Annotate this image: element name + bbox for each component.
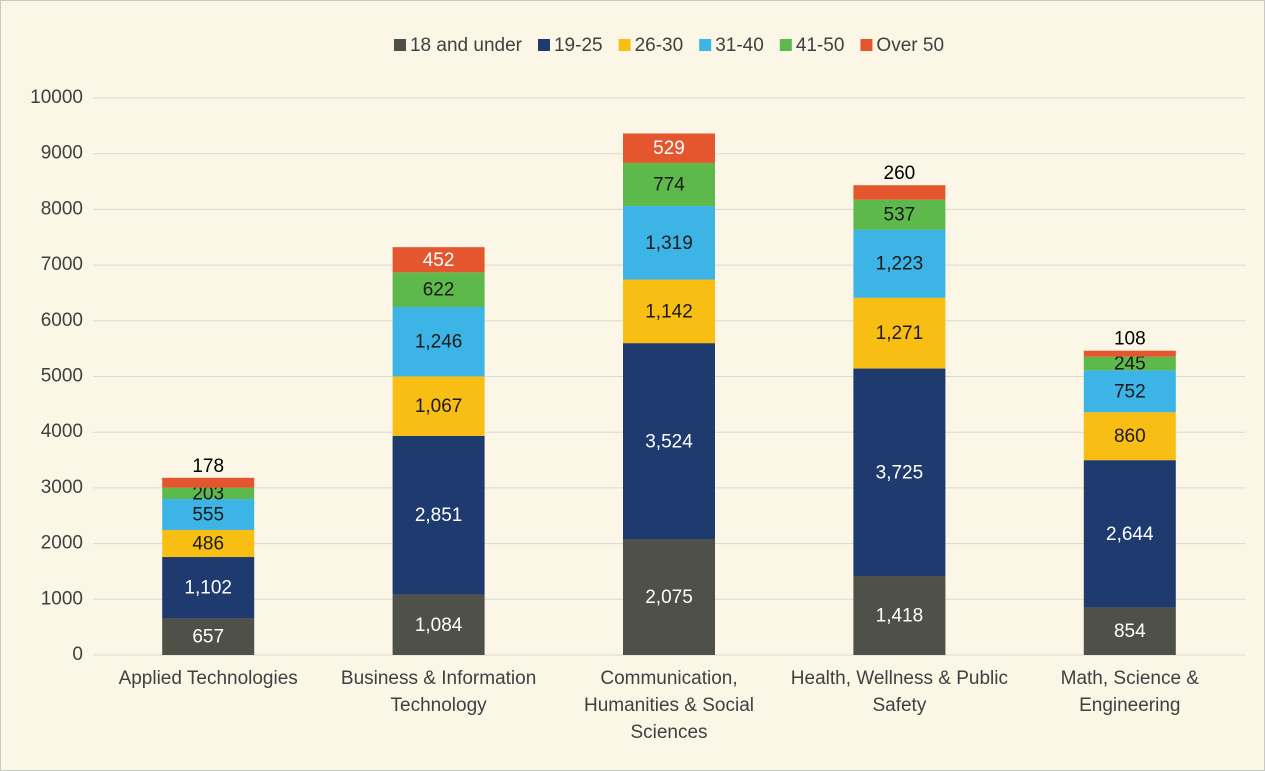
legend-label: 31-40 [715,35,764,56]
legend-swatch [699,39,712,51]
data-label: 108 [1114,329,1146,350]
data-label: 1,067 [415,396,463,417]
bar-segment [392,272,485,307]
bar-segment [853,297,946,369]
y-tick-label: 2000 [41,533,83,554]
legend-swatch [537,39,550,51]
data-label: 2,644 [1106,524,1154,545]
data-label: 1,142 [645,301,693,322]
data-label: 1,102 [184,578,232,599]
y-tick-label: 1000 [41,588,83,609]
legend-label: 41-50 [796,35,845,56]
data-label: 452 [423,250,455,271]
bar-segment [623,343,715,540]
bar-segment [1083,607,1176,655]
y-tick-label: 7000 [41,254,83,275]
data-label: 1,271 [876,323,924,344]
bar-segment [392,247,485,273]
bar-segment [1083,370,1176,413]
x-tick-label: Health, Wellness & Public Safety [790,668,1008,716]
data-label: 3,725 [876,462,924,483]
legend-swatch [779,39,792,51]
data-label: 260 [884,163,916,184]
data-label: 1,084 [415,615,463,636]
bar-segment [392,435,485,595]
bar-segment [623,279,715,344]
data-label: 555 [192,505,224,526]
bar-segment [853,185,946,200]
bar-segment [162,557,255,619]
data-label: 486 [192,534,224,555]
data-label: 245 [1114,354,1146,375]
data-label: 657 [192,627,224,648]
y-tick-label: 3000 [41,477,83,498]
x-tick-label: Business & Information Technology [340,668,537,716]
data-label: 203 [192,483,224,504]
data-label: 1,319 [645,233,693,254]
legend-swatch [860,39,873,51]
bar-segment [162,477,255,488]
legend-swatch [393,39,406,51]
data-label: 752 [1114,381,1146,402]
bar-segment [853,199,946,230]
legend-label: 26-30 [635,35,684,56]
data-label: 178 [192,456,224,477]
legend-label: 19-25 [554,35,603,56]
data-label: 1,246 [415,332,463,353]
legend-label: 18 and under [410,35,523,56]
data-label: 2,075 [645,587,693,608]
data-label: 1,223 [876,254,924,275]
y-tick-label: 0 [72,644,83,665]
bar-segment [1083,460,1176,608]
bar-segment [623,133,715,163]
legend-label: Over 50 [876,35,944,56]
y-tick-label: 8000 [41,198,83,219]
data-label: 622 [423,280,455,301]
bar-segment [392,594,485,655]
data-label: 529 [653,138,685,159]
data-label: 1,418 [876,606,924,627]
bar-segment [623,539,715,655]
bar-segment [162,529,255,558]
bar-segment [623,162,715,207]
bar-segment [392,376,485,436]
bar-segment [1083,350,1176,357]
bar-segment [853,229,946,298]
data-label: 537 [884,205,916,226]
data-label: 3,524 [645,431,693,452]
data-label: 854 [1114,621,1146,642]
y-tick-label: 4000 [41,421,83,442]
bar-segment [853,576,946,655]
bar-segment [162,487,255,500]
y-tick-label: 9000 [41,143,83,164]
data-label: 2,851 [415,505,463,526]
x-tick-label: Communication, Humanities & Social Scien… [583,668,755,743]
bar-segment [853,368,946,577]
bar-segment [1083,356,1176,371]
bar-segment [162,499,255,530]
bar-segment [1083,412,1176,461]
y-tick-label: 6000 [41,310,83,331]
x-tick-label: Applied Technologies [118,668,298,689]
data-label: 774 [653,175,685,196]
legend-swatch [618,39,631,51]
y-tick-label: 5000 [41,366,83,387]
data-label: 860 [1114,426,1146,447]
bar-segment [162,618,255,655]
x-tick-label: Math, Science & Engineering [1060,668,1199,716]
y-tick-label: 10000 [30,87,83,108]
bar-segment [623,206,715,280]
bar-segment [392,306,485,377]
